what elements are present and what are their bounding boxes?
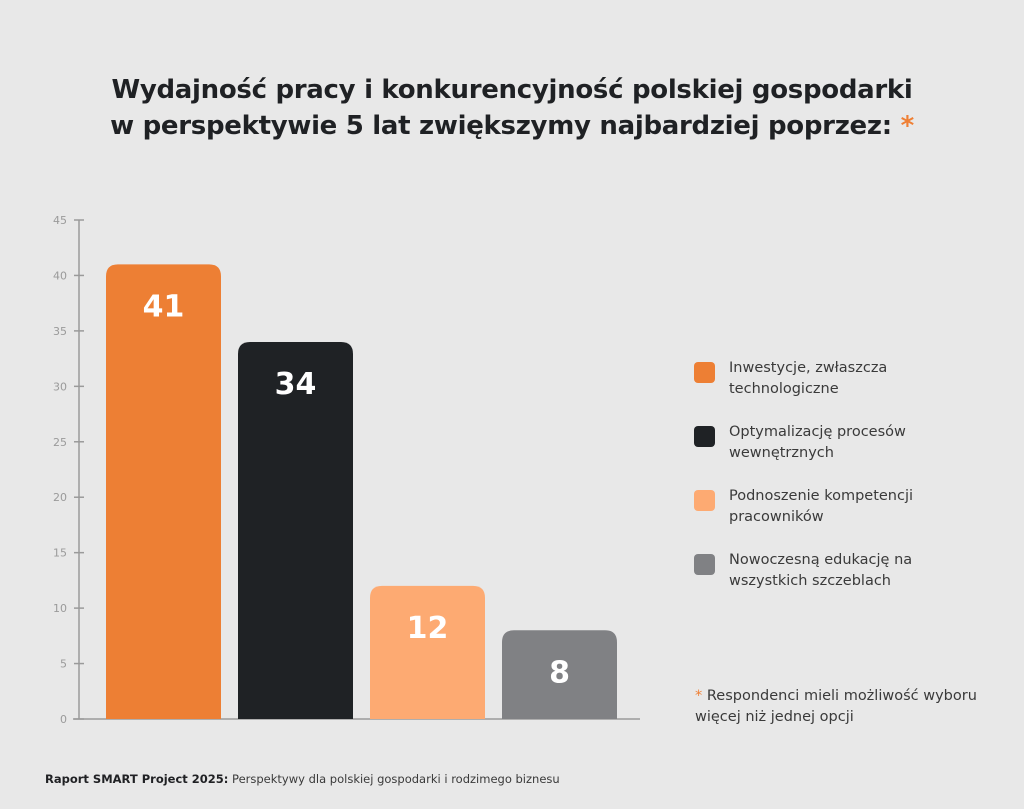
title-line-2: w perspektywie 5 lat zwiększymy najbardz…	[0, 108, 1024, 144]
footer-report-subtitle: Perspektywy dla polskiej gospodarki i ro…	[228, 772, 560, 786]
bars: 41 34 12 8	[106, 264, 617, 719]
bar	[502, 630, 617, 719]
legend-label: Optymalizację procesów wewnętrznych	[729, 424, 906, 461]
legend-label: Nowoczesną edukację na wszystkich szczeb…	[729, 552, 913, 589]
title-line-1: Wydajność pracy i konkurencyjność polski…	[111, 75, 913, 105]
legend-item: Inwestycje, zwłaszcza technologiczne	[694, 358, 994, 422]
legend-item: Podnoszenie kompetencji pracowników	[694, 486, 994, 550]
legend-item: Nowoczesną edukację na wszystkich szczeb…	[694, 550, 994, 614]
legend-item: Optymalizację procesów wewnętrznych	[694, 422, 994, 486]
legend-swatch-icon	[694, 554, 715, 575]
y-tick-label: 15	[53, 547, 67, 560]
footnote: * Respondenci mieli możliwość wyboru wię…	[695, 686, 995, 728]
y-tick-label: 45	[53, 214, 67, 227]
footer-report-name: Raport SMART Project 2025:	[45, 772, 229, 786]
legend-label: Podnoszenie kompetencji pracowników	[729, 488, 914, 525]
bar-value-label: 34	[275, 367, 317, 402]
footnote-asterisk: *	[695, 688, 703, 704]
y-tick-label: 35	[53, 325, 67, 338]
title-asterisk: *	[900, 111, 915, 141]
source-footer: Raport SMART Project 2025: Perspektywy d…	[45, 772, 560, 786]
bar	[238, 341, 353, 719]
y-tick-label: 10	[53, 602, 67, 615]
bar	[370, 585, 485, 719]
bar-value-label: 8	[549, 655, 570, 690]
y-axis: 0 5 10 15 20 25 30 35 40 45	[53, 214, 640, 726]
legend: Inwestycje, zwłaszcza technologiczne Opt…	[694, 358, 994, 614]
title-line-2-text: w perspektywie 5 lat zwiększymy najbardz…	[110, 111, 892, 141]
legend-swatch-icon	[694, 426, 715, 447]
legend-label: Inwestycje, zwłaszcza technologiczne	[729, 360, 888, 397]
y-tick-label: 25	[53, 436, 67, 449]
chart-title: Wydajność pracy i konkurencyjność polski…	[0, 72, 1024, 144]
bar	[106, 264, 221, 719]
footnote-text: Respondenci mieli możliwość wyboru więce…	[695, 688, 977, 725]
y-tick-label: 20	[53, 491, 67, 504]
y-tick-label: 40	[53, 269, 67, 282]
y-tick-label: 30	[53, 380, 67, 393]
legend-swatch-icon	[694, 362, 715, 383]
bar-value-label: 12	[407, 611, 449, 646]
y-tick-label: 0	[60, 713, 67, 726]
y-tick-label: 5	[60, 658, 67, 671]
legend-swatch-icon	[694, 490, 715, 511]
bar-value-label: 41	[143, 289, 185, 324]
